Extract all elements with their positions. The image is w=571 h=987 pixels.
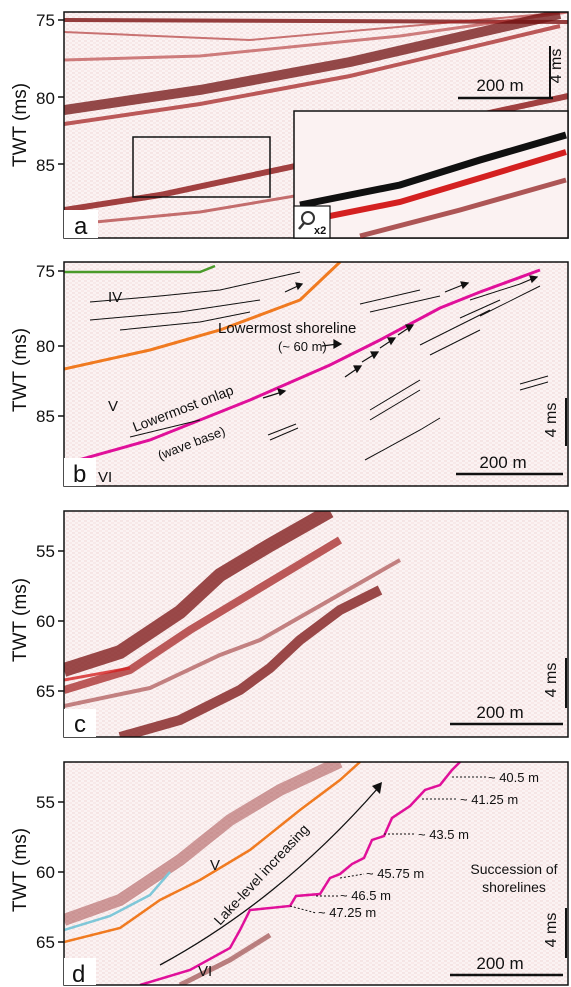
unit-label-iv: IV	[108, 289, 122, 306]
zoom-box-a	[132, 136, 271, 198]
y-tick-d-65: 65	[36, 933, 55, 952]
magnifier-icon	[298, 211, 315, 230]
panel-label-b: b	[73, 461, 86, 488]
panel-b: TWT (ms) 75 80 85	[10, 261, 569, 488]
shoreline-depth-5: ~ 46.5 m	[340, 888, 391, 903]
scale-time-a: 4 ms	[548, 49, 565, 84]
shoreline-leaders	[289, 776, 486, 914]
seismic-section-b	[64, 262, 568, 486]
y-axis-label-c: TWT (ms)	[10, 578, 31, 662]
scale-time-c: 4 ms	[543, 663, 560, 698]
lowermost-shoreline-label: Lowermost shoreline	[218, 320, 356, 337]
magenta-horizon	[64, 268, 541, 466]
y-tick-b-75: 75	[36, 262, 55, 281]
y-tick-c-60: 60	[36, 612, 55, 631]
shoreline-depth-4: ~ 45.75 m	[366, 866, 424, 881]
panel-a: TWT (ms) 75 80 85	[10, 11, 569, 240]
interpretation-lines	[89, 271, 549, 461]
y-tick-d-55: 55	[36, 793, 55, 812]
y-tick-a-85: 85	[36, 156, 55, 175]
shoreline-arrow	[321, 338, 343, 350]
cyan-horizon	[64, 871, 171, 932]
y-axis-label-a: TWT (ms)	[10, 83, 31, 167]
y-tick-c-55: 55	[36, 542, 55, 561]
y-tick-b-80: 80	[36, 337, 55, 356]
panel-label-c: c	[74, 711, 86, 738]
panel-label-d: d	[72, 961, 85, 987]
scale-distance-c: 200 m	[476, 703, 523, 722]
scale-distance-d: 200 m	[476, 954, 523, 973]
y-tick-b-85: 85	[36, 407, 55, 426]
unit-label-v-b: V	[108, 398, 118, 415]
shoreline-depth-2: ~ 41.25 m	[460, 792, 518, 807]
panel-c: TWT (ms) 55 60 65 4 ms 200 m c	[10, 510, 569, 738]
shoreline-depth-3: ~ 43.5 m	[418, 827, 469, 842]
shoreline-depth-1: ~ 40.5 m	[488, 770, 539, 785]
panel-label-a: a	[74, 213, 88, 240]
unit-label-vi-b: VI	[98, 469, 112, 486]
scale-time-d: 4 ms	[543, 913, 560, 948]
unit-label-vi-d: VI	[198, 963, 212, 980]
inset-reflectors	[299, 131, 567, 239]
inset-zoom-label: x2	[314, 225, 326, 237]
succession-label-line2: shorelines	[482, 879, 546, 895]
y-tick-c-65: 65	[36, 682, 55, 701]
y-tick-d-60: 60	[36, 863, 55, 882]
scale-distance-a: 200 m	[476, 76, 523, 95]
panel-d: TWT (ms) 55 60 65 Lake-level increasing …	[10, 761, 569, 987]
shoreline-depth-6: ~ 47.25 m	[318, 905, 376, 920]
scale-distance-b: 200 m	[479, 453, 526, 472]
onlap-arrows	[262, 275, 539, 399]
reflectors-c	[64, 511, 401, 737]
orange-horizon	[64, 262, 342, 371]
unit-label-v-d: V	[210, 857, 220, 874]
lake-level-arrow	[159, 787, 379, 966]
shoreline-depth-label: (~ 60 m)	[278, 339, 327, 354]
green-horizon	[64, 264, 216, 274]
y-axis-label-d: TWT (ms)	[10, 828, 31, 912]
succession-label-line1: Succession of	[470, 861, 557, 877]
y-tick-a-80: 80	[36, 89, 55, 108]
magenta-shoreline-profile	[139, 762, 461, 985]
orange-horizon-d	[64, 762, 361, 944]
y-axis-label-b: TWT (ms)	[10, 328, 31, 412]
y-tick-a-75: 75	[36, 11, 55, 30]
scale-time-b: 4 ms	[543, 403, 560, 438]
